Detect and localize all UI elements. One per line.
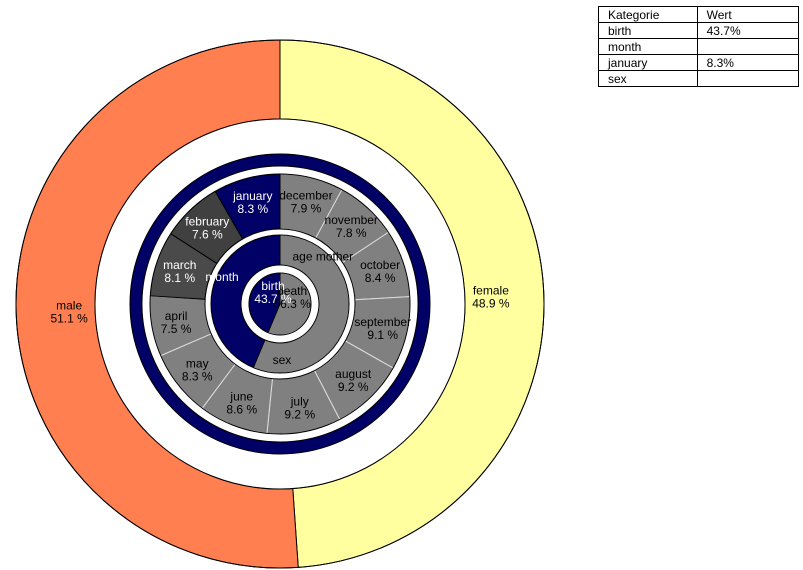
table-cell-value — [696, 70, 800, 87]
slice-label-november: november — [325, 213, 378, 227]
slice-value-male: 51.1 % — [50, 311, 88, 325]
slice-label-female: female — [473, 284, 509, 298]
slice-value-april: 7.5 % — [161, 322, 192, 336]
table-header-row: Kategorie Wert — [598, 6, 800, 23]
slice-value-september: 9.1 % — [367, 328, 398, 342]
second-ring-label: sex — [271, 459, 290, 473]
slice-value-february: 7.6 % — [192, 228, 223, 242]
info-table-body: Kategorie Wert birth 43.7% month january… — [598, 6, 800, 87]
table-header-value: Wert — [696, 6, 800, 23]
ring-gap-1 — [141, 165, 419, 443]
fourth-ring-label-age-mother: age mother — [292, 249, 353, 263]
slices-layer — [15, 39, 545, 569]
slice-label-august: august — [335, 367, 372, 381]
slice-label-january: january — [232, 189, 272, 203]
slice-value-birth: 43.7 % — [254, 292, 292, 306]
table-cell-value — [696, 38, 800, 55]
slice-label-april: april — [165, 309, 188, 323]
slice-label-february: february — [185, 215, 229, 229]
fourth-ring-label-month: month — [205, 270, 238, 284]
slice-value-death: 56.3 % — [273, 297, 311, 311]
fourth-ring-label-extra: sex — [273, 353, 292, 367]
slice-value-march: 8.1 % — [164, 271, 195, 285]
info-table: Kategorie Wert birth 43.7% month january… — [598, 6, 800, 87]
ring-gap-3 — [240, 264, 320, 344]
table-row: sex — [598, 70, 800, 87]
slice-value-june: 8.6 % — [226, 402, 257, 416]
slice-label-death: death — [277, 284, 307, 298]
ring-gap-2 — [204, 228, 356, 380]
slice-value-december: 7.9 % — [291, 202, 322, 216]
table-cell-category: sex — [598, 70, 698, 87]
slice-value-july: 9.2 % — [284, 408, 315, 422]
table-row: month — [598, 38, 800, 55]
slice-value-november: 7.8 % — [336, 226, 367, 240]
table-cell-category: january — [598, 54, 698, 71]
slice-label-may: may — [186, 356, 209, 370]
slice-value-female: 48.9 % — [472, 297, 510, 311]
slice-label-september: september — [354, 315, 411, 329]
slice-label-male: male — [56, 298, 82, 312]
slice-label-december: december — [279, 189, 332, 203]
table-cell-value: 43.7% — [696, 22, 800, 39]
slice-label-july: july — [290, 395, 309, 409]
outer-ring-border — [15, 39, 545, 569]
slice-label-october: october — [360, 258, 400, 272]
ring-gap-0 — [94, 118, 466, 490]
table-row: january 8.3% — [598, 54, 800, 71]
table-cell-category: month — [598, 38, 698, 55]
slice-label-march: march — [163, 258, 196, 272]
slice-value-august: 9.2 % — [338, 380, 369, 394]
table-cell-value: 8.3% — [696, 54, 800, 71]
table-cell-category: birth — [598, 22, 698, 39]
slice-value-january: 8.3 % — [237, 202, 268, 216]
slice-label-june: june — [229, 389, 253, 403]
slice-value-may: 8.3 % — [182, 369, 213, 383]
slice-value-october: 8.4 % — [365, 271, 396, 285]
table-row: birth 43.7% — [598, 22, 800, 39]
table-header-category: Kategorie — [598, 6, 698, 23]
slice-label-birth: birth — [261, 279, 284, 293]
